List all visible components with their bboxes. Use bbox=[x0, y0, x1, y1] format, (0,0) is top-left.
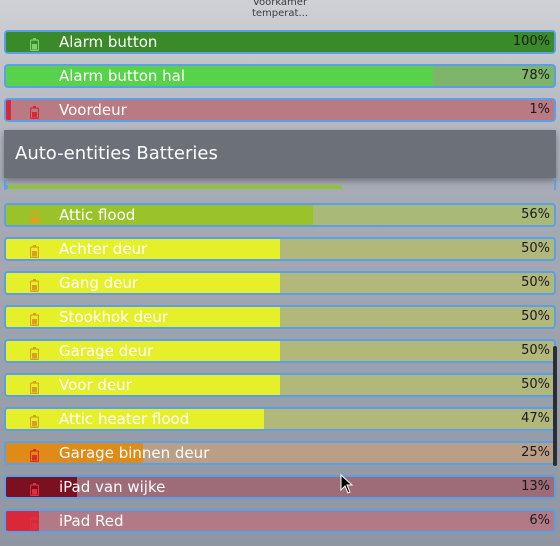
header-peek: Voorkamer temperat... bbox=[0, 0, 560, 19]
battery-row-label: Voordeur bbox=[59, 101, 127, 119]
battery-row[interactable]: iPad van wijke 13% bbox=[4, 475, 556, 499]
scrollbar[interactable] bbox=[553, 346, 557, 466]
battery-row-value: 25% bbox=[521, 445, 550, 460]
battery-row-value: 78% bbox=[521, 68, 550, 83]
section-header: Auto-entities Batteries bbox=[4, 130, 556, 178]
section-title: Auto-entities Batteries bbox=[15, 143, 218, 164]
battery-level-bar bbox=[6, 205, 313, 225]
battery-row-value: 56% bbox=[521, 207, 550, 222]
battery-row[interactable]: Achter deur 50% bbox=[4, 237, 556, 261]
battery-row[interactable]: iPad Red 6% bbox=[4, 509, 556, 533]
header-peek-line2: temperat... bbox=[251, 8, 308, 19]
battery-level-bar bbox=[6, 66, 434, 86]
battery-row[interactable]: Voordeur 1% bbox=[4, 98, 556, 122]
battery-row[interactable]: Gang deur 50% bbox=[4, 271, 556, 295]
battery-row-label: Achter deur bbox=[59, 240, 148, 258]
battery-level-bar bbox=[6, 307, 280, 327]
battery-row-value: 1% bbox=[529, 102, 550, 117]
partially-hidden-row bbox=[4, 178, 556, 190]
battery-row-value: 50% bbox=[521, 377, 550, 392]
battery-row-label: Gang deur bbox=[59, 274, 139, 292]
header-peek-line1: Voorkamer bbox=[252, 0, 308, 8]
battery-row-value: 50% bbox=[521, 343, 550, 358]
battery-row-value: 13% bbox=[521, 479, 550, 494]
battery-row-value: 50% bbox=[521, 241, 550, 256]
battery-row[interactable]: Alarm button hal 78% bbox=[4, 64, 556, 88]
battery-level-bar bbox=[6, 239, 280, 259]
battery-row-value: 100% bbox=[512, 34, 550, 49]
battery-level-bar bbox=[6, 341, 280, 361]
battery-row-value: 47% bbox=[521, 411, 550, 426]
battery-icon bbox=[29, 209, 40, 225]
battery-row-value: 50% bbox=[521, 275, 550, 290]
battery-row[interactable]: Garage binnen deur 25% bbox=[4, 441, 556, 465]
battery-row-label: Alarm button bbox=[59, 33, 158, 51]
battery-row[interactable]: Attic heater flood 47% bbox=[4, 407, 556, 431]
row-edge-right bbox=[554, 178, 556, 190]
battery-row[interactable]: Attic flood 56% bbox=[4, 203, 556, 227]
battery-row-label: Garage binnen deur bbox=[59, 444, 210, 462]
battery-row-label: Attic flood bbox=[59, 206, 136, 224]
battery-icon bbox=[29, 379, 40, 395]
battery-row-label: iPad van wijke bbox=[59, 478, 166, 496]
battery-icon bbox=[29, 36, 40, 52]
battery-level-bar bbox=[6, 443, 143, 463]
battery-icon bbox=[29, 447, 40, 463]
battery-icon bbox=[29, 243, 40, 259]
battery-row[interactable]: Stookhok deur 50% bbox=[4, 305, 556, 329]
battery-level-bar bbox=[6, 100, 12, 120]
mouse-cursor-icon bbox=[340, 474, 354, 494]
battery-icon bbox=[29, 277, 40, 293]
row-edge-left bbox=[4, 178, 6, 190]
battery-icon bbox=[29, 104, 40, 120]
battery-row[interactable]: Garage deur 50% bbox=[4, 339, 556, 363]
battery-level-bar bbox=[6, 32, 554, 52]
battery-icon bbox=[29, 70, 40, 86]
battery-icon bbox=[29, 345, 40, 361]
battery-row-label: Voor deur bbox=[59, 376, 132, 394]
battery-row-label: Stookhok deur bbox=[59, 308, 169, 326]
battery-level-bar bbox=[6, 477, 78, 497]
battery-icon bbox=[29, 311, 40, 327]
battery-row-label: Garage deur bbox=[59, 342, 154, 360]
battery-icon bbox=[29, 413, 40, 429]
battery-row[interactable]: Alarm button 100% bbox=[4, 30, 556, 54]
battery-level-bar bbox=[6, 409, 264, 429]
battery-row-value: 6% bbox=[529, 513, 550, 528]
battery-row[interactable]: Voor deur 50% bbox=[4, 373, 556, 397]
battery-row-label: Attic heater flood bbox=[59, 410, 190, 428]
battery-level-bar bbox=[6, 273, 280, 293]
battery-icon bbox=[29, 481, 40, 497]
row-fill-peek bbox=[6, 185, 342, 189]
battery-icon bbox=[29, 515, 40, 531]
battery-level-bar bbox=[6, 375, 280, 395]
battery-row-value: 50% bbox=[521, 309, 550, 324]
battery-row-label: iPad Red bbox=[59, 512, 124, 530]
battery-row-label: Alarm button hal bbox=[59, 67, 186, 85]
